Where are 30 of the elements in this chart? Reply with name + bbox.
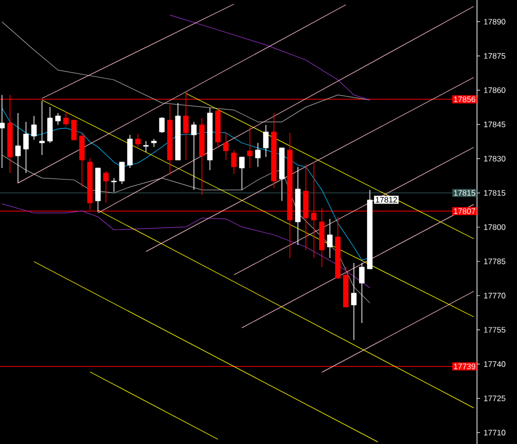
line-series — [2, 204, 370, 288]
candlestick — [231, 150, 237, 174]
candlestick — [103, 170, 109, 204]
candlestick — [79, 132, 85, 188]
candlestick — [327, 218, 333, 258]
candlestick — [55, 112, 61, 126]
candlestick — [135, 134, 141, 148]
line-series — [2, 22, 370, 122]
candlestick — [63, 112, 69, 126]
candlestick — [351, 262, 357, 340]
candlestick — [15, 112, 21, 184]
candlestick — [159, 116, 165, 134]
candlestick — [0, 94, 5, 168]
candlestick — [239, 156, 245, 190]
candlestick — [255, 142, 261, 168]
candlestick — [31, 116, 37, 140]
candlestick — [71, 120, 77, 140]
line-series — [170, 14, 370, 100]
candlestick — [47, 106, 53, 144]
candlestick — [223, 132, 229, 160]
candlestick — [247, 126, 253, 168]
candlestick — [143, 140, 149, 152]
candlestick — [23, 122, 29, 174]
candlestick — [39, 100, 45, 156]
candlestick — [191, 122, 197, 190]
candlestick — [151, 138, 157, 148]
candlestick — [359, 262, 365, 324]
candlestick — [119, 162, 125, 184]
candlestick — [263, 124, 269, 158]
candlestick — [111, 178, 117, 192]
